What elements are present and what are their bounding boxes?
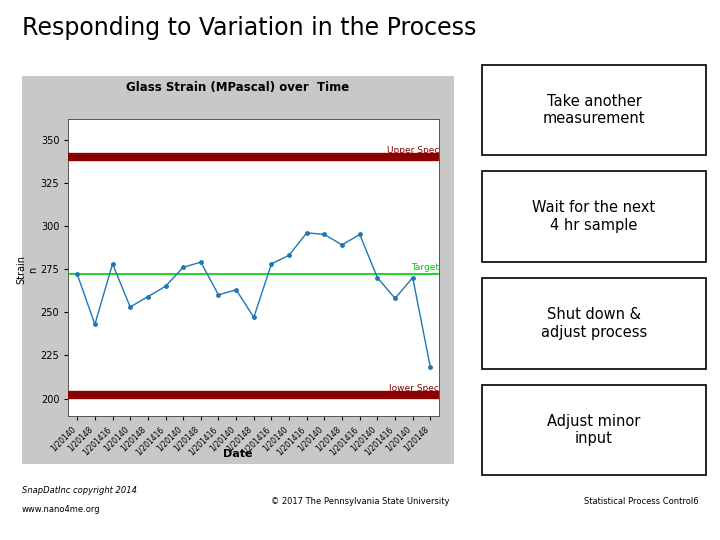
Text: Wait for the next
4 hr sample: Wait for the next 4 hr sample — [532, 200, 656, 233]
Text: Date: Date — [223, 449, 252, 459]
Text: Strain
n: Strain n — [17, 255, 38, 285]
Text: Responding to Variation in the Process: Responding to Variation in the Process — [22, 16, 476, 40]
Text: Statistical Process Control6: Statistical Process Control6 — [584, 497, 698, 506]
Text: Target: Target — [411, 264, 439, 273]
Text: Upper Spec: Upper Spec — [387, 146, 439, 155]
Text: Take another
measurement: Take another measurement — [543, 94, 645, 126]
Text: Shut down &
adjust process: Shut down & adjust process — [541, 307, 647, 340]
Text: lower Spec: lower Spec — [390, 384, 439, 393]
Text: © 2017 The Pennsylvania State University: © 2017 The Pennsylvania State University — [271, 497, 449, 506]
Text: SnapDatInc copyright 2014: SnapDatInc copyright 2014 — [22, 486, 137, 495]
Text: Glass Strain (MPascal) over  Time: Glass Strain (MPascal) over Time — [126, 81, 349, 94]
Text: www.nano4me.org: www.nano4me.org — [22, 505, 100, 514]
Text: Adjust minor
input: Adjust minor input — [547, 414, 641, 446]
